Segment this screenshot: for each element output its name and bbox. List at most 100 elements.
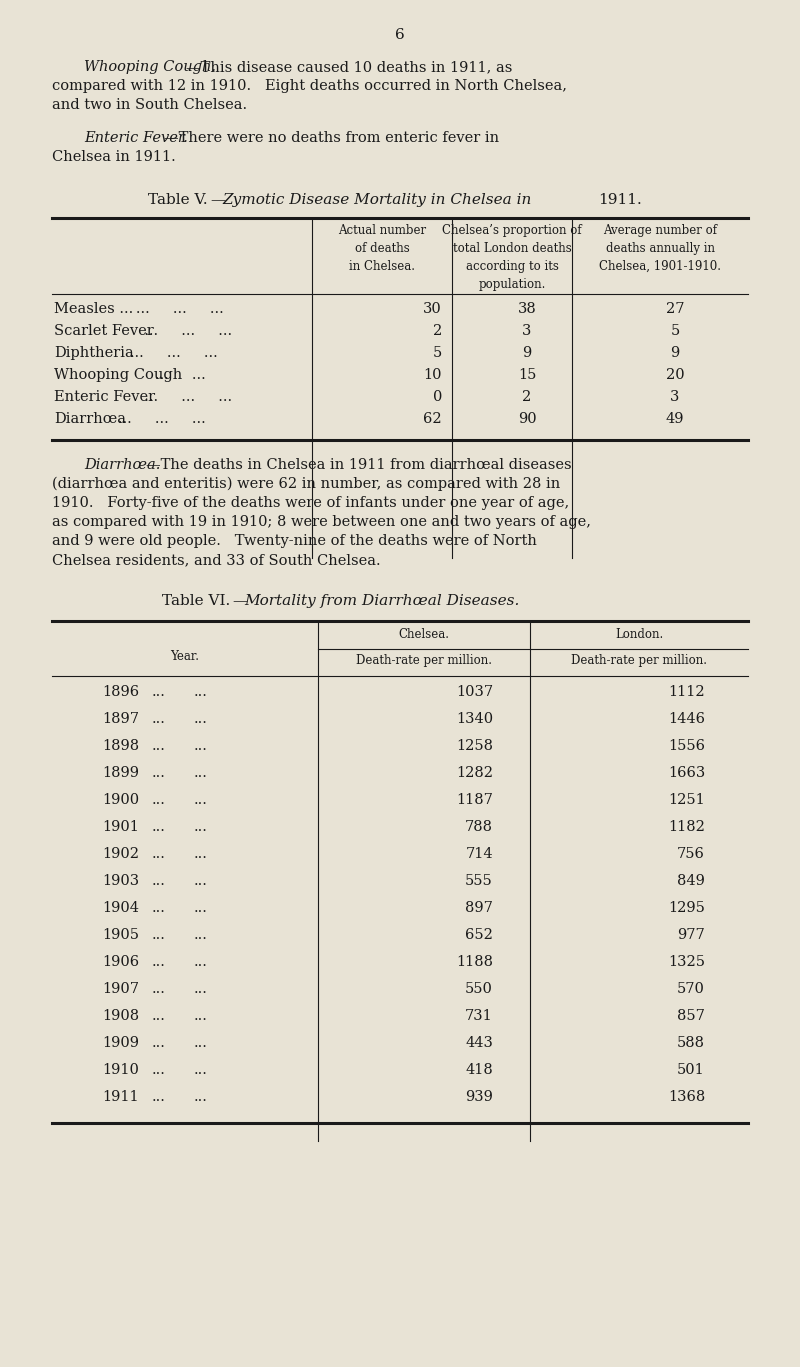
Text: ...: ...	[152, 1064, 166, 1077]
Text: Table VI.: Table VI.	[162, 595, 230, 608]
Text: 1037: 1037	[456, 685, 493, 699]
Text: 1911.: 1911.	[598, 193, 642, 206]
Text: 1899: 1899	[102, 766, 139, 781]
Text: 788: 788	[465, 820, 493, 834]
Text: 849: 849	[677, 874, 705, 889]
Text: Diarrhœa.: Diarrhœa.	[84, 458, 160, 472]
Text: 1902: 1902	[102, 848, 139, 861]
Text: ...     ...     ...: ... ... ...	[116, 346, 218, 360]
Text: 3: 3	[670, 390, 680, 405]
Text: ...: ...	[152, 766, 166, 781]
Text: ...: ...	[194, 820, 208, 834]
Text: 1910.   Forty-five of the deaths were of infants under one year of age,: 1910. Forty-five of the deaths were of i…	[52, 496, 570, 510]
Text: ...: ...	[194, 982, 208, 997]
Text: 1663: 1663	[668, 766, 705, 781]
Text: 1911: 1911	[102, 1089, 138, 1105]
Text: ...: ...	[194, 1036, 208, 1050]
Text: 49: 49	[666, 411, 684, 427]
Text: 1112: 1112	[668, 685, 705, 699]
Text: 977: 977	[678, 928, 705, 942]
Text: ...: ...	[194, 874, 208, 889]
Text: ...: ...	[152, 820, 166, 834]
Text: 5: 5	[433, 346, 442, 360]
Text: 6: 6	[395, 27, 405, 42]
Text: Enteric Fever.: Enteric Fever.	[84, 131, 188, 145]
Text: 1908: 1908	[102, 1009, 139, 1023]
Text: Average number of
deaths annually in
Chelsea, 1901-1910.: Average number of deaths annually in Che…	[599, 224, 721, 273]
Text: 38: 38	[518, 302, 536, 316]
Text: 5: 5	[670, 324, 680, 338]
Text: ...: ...	[194, 793, 208, 807]
Text: ...: ...	[152, 848, 166, 861]
Text: ...: ...	[152, 928, 166, 942]
Text: 10: 10	[423, 368, 442, 381]
Text: —The deaths in Chelsea in 1911 from diarrhœal diseases: —The deaths in Chelsea in 1911 from diar…	[146, 458, 572, 472]
Text: 1325: 1325	[668, 956, 705, 969]
Text: ...     ...     ...: ... ... ...	[104, 411, 206, 427]
Text: 1904: 1904	[102, 901, 139, 915]
Text: 897: 897	[465, 901, 493, 915]
Text: 1188: 1188	[456, 956, 493, 969]
Text: ...: ...	[152, 685, 166, 699]
Text: ...: ...	[152, 982, 166, 997]
Text: (diarrhœa and enteritis) were 62 in number, as compared with 28 in: (diarrhœa and enteritis) were 62 in numb…	[52, 477, 560, 491]
Text: 418: 418	[466, 1064, 493, 1077]
Text: 1901: 1901	[102, 820, 139, 834]
Text: 857: 857	[677, 1009, 705, 1023]
Text: and 9 were old people.   Twenty-nine of the deaths were of North: and 9 were old people. Twenty-nine of th…	[52, 534, 537, 548]
Text: 30: 30	[423, 302, 442, 316]
Text: 1446: 1446	[668, 712, 705, 726]
Text: 1295: 1295	[668, 901, 705, 915]
Text: 1909: 1909	[102, 1036, 139, 1050]
Text: Whooping Cough.: Whooping Cough.	[84, 60, 216, 74]
Text: 9: 9	[522, 346, 532, 360]
Text: ...     ...: ... ...	[141, 368, 206, 381]
Text: and two in South Chelsea.: and two in South Chelsea.	[52, 98, 247, 112]
Text: 555: 555	[466, 874, 493, 889]
Text: Scarlet Fever: Scarlet Fever	[54, 324, 154, 338]
Text: 15: 15	[518, 368, 536, 381]
Text: 1903: 1903	[102, 874, 139, 889]
Text: ...     ...     ...: ... ... ...	[122, 302, 224, 316]
Text: 1368: 1368	[668, 1089, 705, 1105]
Text: 731: 731	[466, 1009, 493, 1023]
Text: 1910: 1910	[102, 1064, 139, 1077]
Text: Measles ...: Measles ...	[54, 302, 134, 316]
Text: 756: 756	[677, 848, 705, 861]
Text: Table V.: Table V.	[148, 193, 208, 206]
Text: ...: ...	[152, 1036, 166, 1050]
Text: ...: ...	[152, 740, 166, 753]
Text: ...: ...	[152, 712, 166, 726]
Text: ...: ...	[194, 928, 208, 942]
Text: 1282: 1282	[456, 766, 493, 781]
Text: 2: 2	[433, 324, 442, 338]
Text: Chelsea residents, and 33 of South Chelsea.: Chelsea residents, and 33 of South Chels…	[52, 554, 381, 567]
Text: ...: ...	[152, 1009, 166, 1023]
Text: 27: 27	[666, 302, 684, 316]
Text: 20: 20	[666, 368, 684, 381]
Text: Diphtheria: Diphtheria	[54, 346, 134, 360]
Text: 570: 570	[677, 982, 705, 997]
Text: —There were no deaths from enteric fever in: —There were no deaths from enteric fever…	[164, 131, 499, 145]
Text: 501: 501	[678, 1064, 705, 1077]
Text: 1905: 1905	[102, 928, 139, 942]
Text: Actual number
of deaths
in Chelsea.: Actual number of deaths in Chelsea.	[338, 224, 426, 273]
Text: ...: ...	[152, 793, 166, 807]
Text: Mortality from Diarrhœal Diseases.: Mortality from Diarrhœal Diseases.	[244, 595, 519, 608]
Text: London.: London.	[615, 627, 663, 641]
Text: 1251: 1251	[668, 793, 705, 807]
Text: ...: ...	[194, 740, 208, 753]
Text: 0: 0	[433, 390, 442, 405]
Text: —: —	[210, 193, 226, 206]
Text: 652: 652	[465, 928, 493, 942]
Text: Diarrhœa: Diarrhœa	[54, 411, 126, 427]
Text: ...: ...	[194, 1064, 208, 1077]
Text: ...     ...     ...: ... ... ...	[134, 324, 232, 338]
Text: ...: ...	[194, 1009, 208, 1023]
Text: compared with 12 in 1910.   Eight deaths occurred in North Chelsea,: compared with 12 in 1910. Eight deaths o…	[52, 79, 567, 93]
Text: ...: ...	[194, 685, 208, 699]
Text: 1898: 1898	[102, 740, 139, 753]
Text: Chelsea.: Chelsea.	[398, 627, 450, 641]
Text: —This disease caused 10 deaths in 1911, as: —This disease caused 10 deaths in 1911, …	[186, 60, 512, 74]
Text: 1258: 1258	[456, 740, 493, 753]
